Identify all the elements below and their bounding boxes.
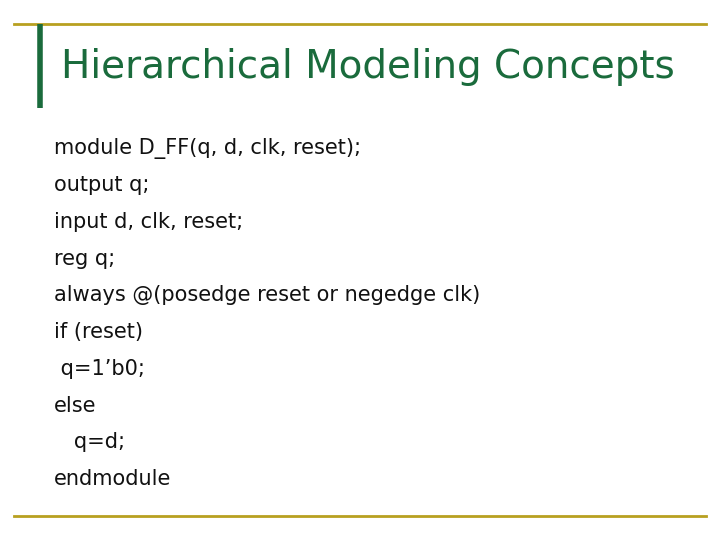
Text: q=d;: q=d; <box>54 432 125 453</box>
Text: if (reset): if (reset) <box>54 322 143 342</box>
Text: Hierarchical Modeling Concepts: Hierarchical Modeling Concepts <box>61 49 675 86</box>
Text: else: else <box>54 395 96 416</box>
Text: always @(posedge reset or negedge clk): always @(posedge reset or negedge clk) <box>54 285 480 306</box>
Text: q=1’b0;: q=1’b0; <box>54 359 145 379</box>
Text: endmodule: endmodule <box>54 469 171 489</box>
Text: reg q;: reg q; <box>54 248 115 269</box>
Text: module D_FF(q, d, clk, reset);: module D_FF(q, d, clk, reset); <box>54 138 361 159</box>
Text: output q;: output q; <box>54 175 149 195</box>
Text: input d, clk, reset;: input d, clk, reset; <box>54 212 243 232</box>
